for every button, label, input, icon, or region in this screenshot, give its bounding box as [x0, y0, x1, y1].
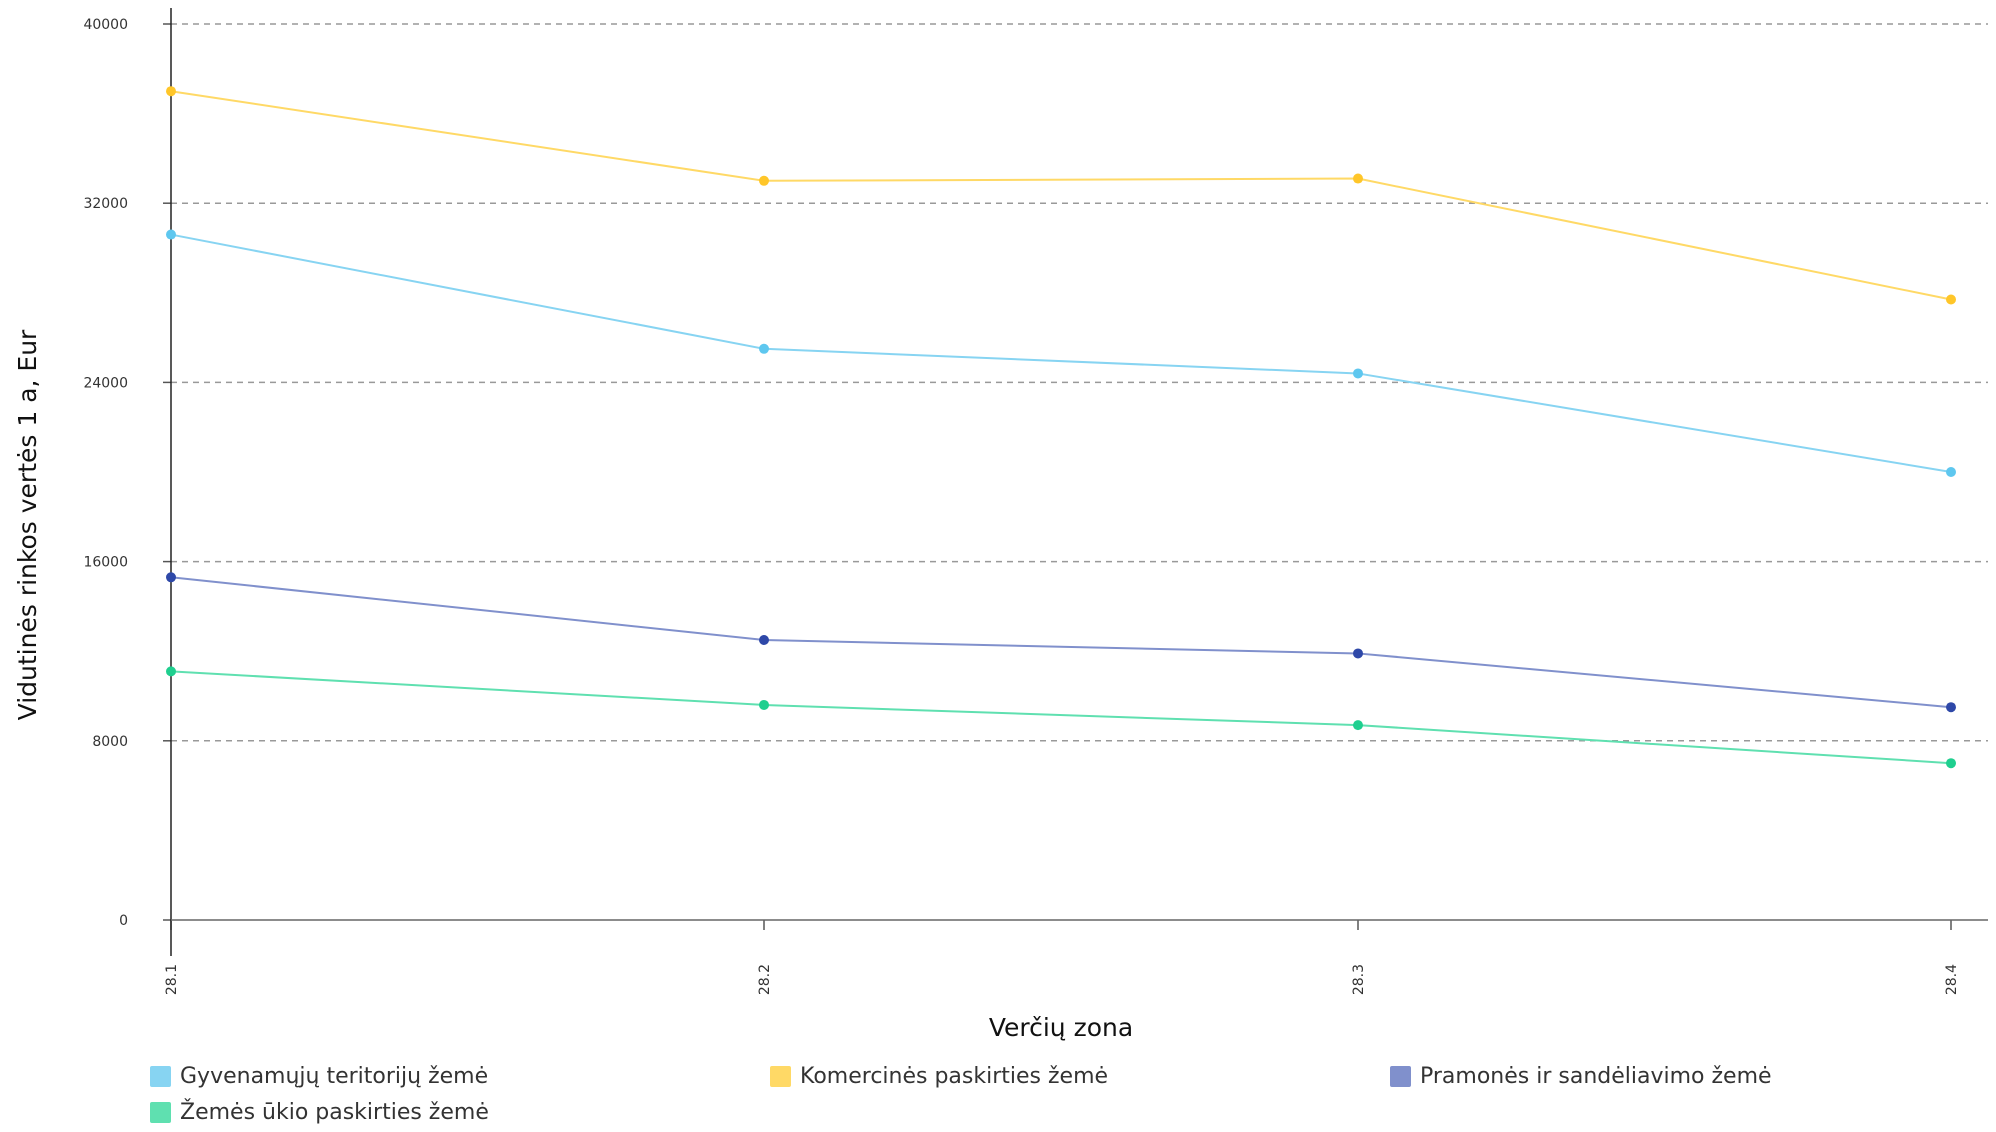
x-tick-label: 28.3 [1351, 964, 1367, 995]
data-point[interactable] [1353, 173, 1363, 184]
data-point[interactable] [1946, 294, 1956, 305]
x-tick-label: 28.2 [757, 964, 773, 995]
x-axis-title: Verčių zona [989, 1013, 1133, 1042]
y-tick-label: 32000 [83, 196, 128, 212]
series-2 [166, 86, 1956, 305]
data-point[interactable] [759, 635, 769, 645]
x-tick-label: 28.4 [1944, 964, 1960, 995]
data-point[interactable] [166, 572, 176, 583]
legend-label: Gyvenamųjų teritorijų žemė [180, 1064, 489, 1089]
data-point[interactable] [759, 699, 769, 710]
legend-swatch [1390, 1066, 1411, 1087]
series-line [170, 576, 1952, 709]
series-group [166, 86, 1956, 769]
data-point[interactable] [1353, 648, 1363, 659]
legend-item[interactable]: Gyvenamųjų teritorijų žemė [150, 1064, 488, 1089]
legend-item[interactable]: Žemės ūkio paskirties žemė [150, 1100, 489, 1125]
y-axis-ticks: 0 8000 16000 24000 32000 40000 [83, 17, 171, 929]
y-tick-label: 16000 [83, 555, 128, 571]
series-line [170, 233, 1952, 473]
y-tick-label: 40000 [83, 17, 128, 33]
legend-swatch [770, 1066, 791, 1087]
y-tick-label: 8000 [92, 734, 128, 750]
data-point[interactable] [1946, 467, 1956, 477]
legend-label: Komercinės paskirties žemė [800, 1064, 1109, 1089]
x-axis-ticks: 28.1 28.2 28.3 28.4 [164, 920, 1960, 995]
y-tick-label: 24000 [83, 375, 128, 391]
legend-item[interactable]: Pramonės ir sandėliavimo žemė [1390, 1064, 1772, 1089]
data-point[interactable] [1946, 702, 1956, 713]
legend-swatch [150, 1102, 171, 1123]
data-point[interactable] [1946, 758, 1956, 769]
legend-label: Žemės ūkio paskirties žemė [180, 1100, 489, 1125]
series-line [170, 90, 1952, 301]
series-4 [166, 666, 1956, 769]
data-point[interactable] [166, 86, 176, 97]
x-tick-label: 28.1 [164, 964, 180, 995]
legend-swatch [150, 1066, 171, 1087]
y-axis-title: Vidutinės rinkos vertės 1 a, Eur [13, 329, 42, 720]
data-point[interactable] [759, 175, 769, 186]
data-point[interactable] [1353, 368, 1363, 379]
grid-lines [171, 23, 1988, 742]
y-tick-label: 0 [119, 913, 128, 929]
series-1 [166, 229, 1956, 477]
series-3 [166, 572, 1956, 713]
data-point[interactable] [166, 666, 176, 677]
data-point[interactable] [1353, 720, 1363, 731]
series-line [170, 670, 1952, 765]
data-point[interactable] [759, 343, 769, 354]
legend-label: Pramonės ir sandėliavimo žemė [1420, 1064, 1772, 1089]
legend-item[interactable]: Komercinės paskirties žemė [770, 1064, 1108, 1089]
data-point[interactable] [166, 229, 176, 240]
